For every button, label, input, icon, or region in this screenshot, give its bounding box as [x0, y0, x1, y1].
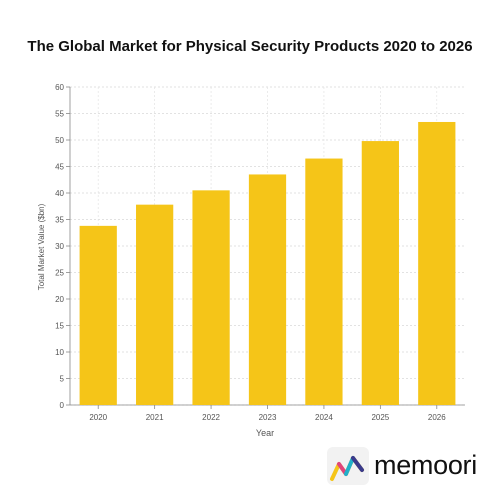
y-tick-label: 50	[55, 136, 64, 145]
y-tick-label: 60	[55, 83, 64, 92]
y-tick-label: 55	[55, 110, 64, 119]
x-tick-label: 2020	[89, 413, 107, 422]
x-axis-label: Year	[256, 428, 274, 438]
y-axis-label: Total Market Value ($bn)	[37, 203, 46, 290]
y-tick-label: 40	[55, 189, 64, 198]
bar-2022	[192, 190, 230, 405]
bar-2026	[418, 121, 456, 405]
bar-2023	[248, 174, 287, 405]
bar-2020	[79, 225, 117, 405]
y-tick-label: 30	[55, 242, 64, 251]
y-tick-label: 35	[55, 216, 64, 225]
y-tick-label: 5	[60, 375, 65, 384]
x-tick-label: 2026	[428, 413, 446, 422]
y-tick-label: 20	[55, 295, 64, 304]
y-tick-label: 25	[55, 269, 64, 278]
x-tick-label: 2022	[202, 413, 220, 422]
memoori-logo-icon	[327, 447, 369, 485]
brand-name: memoori	[374, 450, 477, 480]
x-tick-label: 2023	[259, 413, 277, 422]
bars-layer	[79, 121, 456, 405]
x-tick-label: 2024	[315, 413, 333, 422]
y-tick-label: 45	[55, 163, 64, 172]
bar-2021	[136, 204, 174, 405]
chart-title: The Global Market for Physical Security …	[27, 38, 473, 55]
x-tick-label: 2025	[371, 413, 389, 422]
y-tick-label: 0	[60, 401, 65, 410]
bar-2025	[361, 141, 399, 405]
x-tick-label: 2021	[146, 413, 164, 422]
bar-2024	[305, 158, 343, 405]
y-tick-label: 10	[55, 348, 64, 357]
y-tick-label: 15	[55, 322, 64, 331]
brand-logo: memoori	[326, 446, 496, 486]
